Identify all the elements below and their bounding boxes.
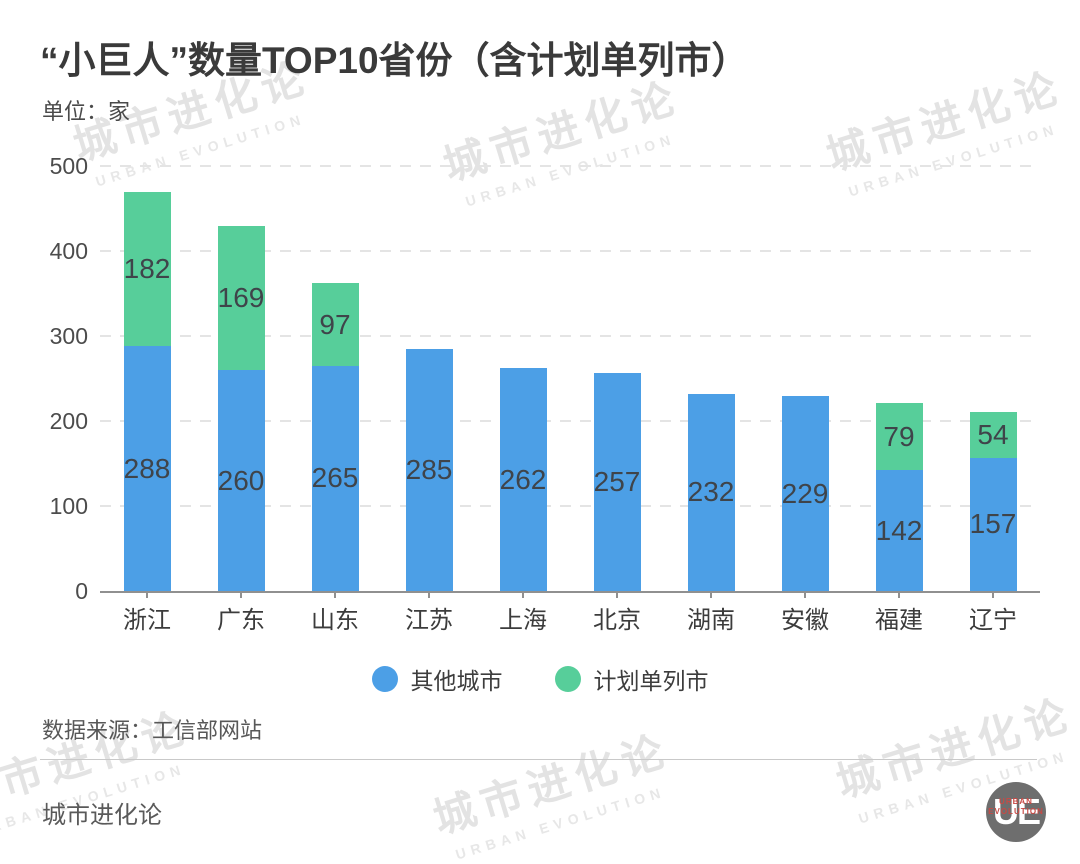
bar-segment-other-cities [311,365,359,591]
bar-value-label: 97 [319,308,351,340]
category-label: 福建 [875,607,923,634]
y-axis-label: 300 [49,323,88,349]
bar-value-label: 262 [499,463,547,495]
page-title: “小巨人”数量TOP10省份（含计划单列市） [40,40,749,81]
bar-segment-other-cities [969,457,1017,591]
logo-ue-text: UE [992,791,1041,832]
bar-value-label: 288 [123,452,171,484]
bar-value-label: 157 [969,508,1017,540]
bar-value-label: 285 [405,453,453,485]
category-label: 山东 [311,607,359,634]
x-axis-tick [710,591,712,598]
legend-label-other-cities: 其他城市 [410,668,503,694]
x-axis-tick [428,591,430,598]
category-label: 浙江 [123,607,171,634]
bar-segment-other-cities [405,348,453,591]
bar-value-label: 257 [593,465,641,497]
bar-value-label: 232 [687,476,735,508]
footer-brand: 城市进化论 [42,802,162,829]
legend: 其他城市 计划单列市 [0,662,1080,696]
legend-item-other-cities: 其他城市 [371,662,503,696]
divider [40,759,1037,760]
x-axis-tick [804,591,806,598]
x-axis-tick [522,591,524,598]
bar-segment-planned-cities [875,403,923,471]
y-axis-label: 100 [49,493,88,519]
x-axis-tick [146,591,148,598]
bar-value-label: 54 [977,418,1009,450]
legend-swatch-blue-icon [371,666,398,692]
bar-value-label: 229 [781,477,829,509]
category-label: 安徽 [781,607,829,634]
bar-segment-other-cities [123,346,171,591]
x-axis-line [100,591,1040,593]
legend-label-planned-cities: 计划单列市 [593,668,709,694]
y-axis-label: 400 [49,238,88,264]
bar-segment-other-cities [217,370,265,591]
bar-segment-other-cities [875,470,923,591]
bar-segment-other-cities [781,396,829,591]
y-axis-label: 500 [49,153,88,179]
bar-value-label: 79 [883,420,915,452]
y-axis-label: 0 [75,578,88,604]
gridline-200 [100,420,1040,422]
category-label: 北京 [593,607,641,634]
bar-value-label: 142 [875,514,923,546]
bar-segment-other-cities [687,393,735,591]
x-axis-tick [616,591,618,598]
category-label: 湖南 [687,607,735,634]
gridline-300 [100,335,1040,337]
y-axis-label: 200 [49,408,88,434]
x-axis-tick [240,591,242,598]
bar-value-label: 182 [123,252,171,284]
category-label: 辽宁 [969,607,1017,634]
x-axis-tick [334,591,336,598]
x-axis-tick [898,591,900,598]
logo-subtext-line2: EVOLUTION [988,807,1044,816]
bar-value-label: 169 [217,282,265,314]
bar-segment-planned-cities [217,226,265,370]
x-axis-tick [992,591,994,598]
bar-value-label: 265 [311,462,359,494]
bar-segment-other-cities [499,368,547,591]
category-label: 上海 [499,607,547,634]
unit-label: 单位：家 [42,99,131,124]
ue-logo: UE URBAN EVOLUTION [986,782,1046,842]
category-label: 广东 [217,607,265,634]
bar-value-label: 260 [217,464,265,496]
bar-segment-planned-cities [311,283,359,366]
gridline-400 [100,250,1040,252]
bar-segment-planned-cities [123,191,171,347]
legend-item-planned-cities: 计划单列市 [554,662,709,696]
data-source: 数据来源：工信部网站 [42,718,263,743]
category-label: 江苏 [405,607,453,634]
logo-subtext: URBAN EVOLUTION [986,797,1046,817]
bar-segment-other-cities [593,372,641,591]
gridline-100 [100,505,1040,507]
bar-segment-planned-cities [969,411,1017,458]
logo-subtext-line1: URBAN [999,797,1033,806]
gridline-500 [100,165,1040,167]
legend-swatch-green-icon [554,666,581,692]
